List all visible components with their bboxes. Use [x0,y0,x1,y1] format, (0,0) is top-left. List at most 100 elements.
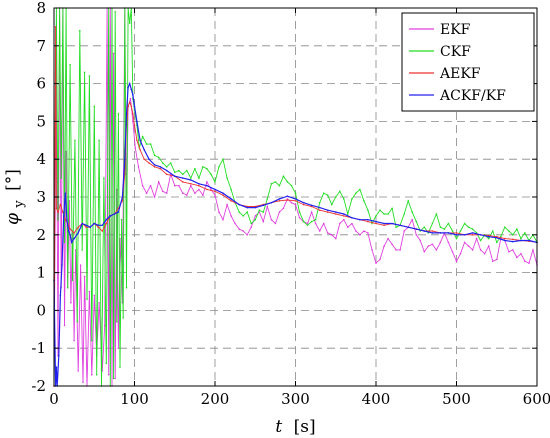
data-point-ckf [230,188,232,191]
x-tick-label: 100 [120,390,149,408]
data-point-aekf [73,232,75,234]
data-point-ckf [339,190,341,193]
data-point-ekf [375,262,377,264]
y-tick-label: 0 [36,301,46,319]
x-tick-label: 200 [201,390,230,408]
data-point-ekf [282,207,285,210]
data-point-ckf [88,75,91,77]
x-axis-ticks: 0 100 200 300 400 500 600 [49,8,550,408]
data-point-ackf-kf [407,226,410,228]
data-point-ackf-kf [375,220,377,223]
data-point-ckf [165,166,168,168]
data-point-ackf-kf [124,158,126,160]
data-point-ckf [119,366,121,368]
y-tick-label: 3 [36,188,46,206]
data-point-ckf [367,209,369,211]
data-point-ekf [266,205,269,208]
data-point-ekf [403,230,406,232]
data-point-ekf [491,260,494,263]
data-point-ekf [330,234,333,236]
y-axis-label: φ y [°] [3,169,28,225]
data-point-ckf [57,218,59,221]
data-point-ekf [218,211,220,213]
legend: EKF CKF AEKF ACKF/KF [401,12,535,112]
data-point-aekf [294,200,297,202]
data-point-ackf-kf [471,232,474,234]
data-point-aekf [198,184,200,187]
data-point-ekf [298,217,301,219]
data-point-aekf [127,105,129,108]
data-point-ekf [222,218,224,221]
data-point-ekf [149,184,152,187]
data-point-aekf [55,207,58,210]
data-point-aekf [101,230,104,232]
data-point-aekf [431,230,434,232]
data-point-ckf [258,209,261,211]
data-point-ckf [467,226,470,228]
data-point-ckf [91,339,93,342]
data-point-ekf [471,249,474,251]
data-point-ekf [395,249,397,251]
data-point-ekf [226,203,228,206]
data-point-ckf [459,230,462,232]
data-point-ekf [198,188,200,191]
data-point-ckf [81,249,83,251]
data-point-ckf [122,317,124,319]
data-point-ekf [70,302,72,304]
data-point-ckf [282,175,285,177]
data-point-ackf-kf [520,239,522,242]
data-point-ackf-kf [367,218,369,221]
data-point-ckf [117,113,120,115]
data-point-ekf [274,222,277,225]
data-point-aekf [375,222,377,225]
data-point-ekf [483,252,486,255]
y-tick-label: 6 [36,75,46,93]
data-point-ckf [74,139,76,142]
data-point-ckf [161,162,164,164]
data-point-aekf [335,213,337,215]
data-point-ckf [487,237,490,240]
data-point-ackf-kf [105,218,108,221]
data-point-ekf [367,232,369,234]
data-point-ekf [355,230,357,232]
data-point-ekf [63,324,66,327]
data-point-aekf [97,226,100,228]
data-point-aekf [105,222,108,225]
data-point-ckf [71,279,74,282]
data-point-ekf [262,220,265,223]
data-point-ackf-kf [81,222,83,225]
data-point-ackf-kf [174,175,176,177]
data-point-ekf [318,230,321,232]
data-point-ckf [363,200,365,202]
y-tick-label: -1 [31,339,46,357]
x-tick-label: 600 [523,390,550,408]
data-point-ckf [524,232,526,234]
data-point-ackf-kf [117,211,120,213]
x-tick-label: 500 [442,390,471,408]
data-point-ekf [114,377,116,380]
data-point-aekf [159,167,162,170]
y-tick-label: 5 [36,112,46,130]
data-point-aekf [326,211,329,213]
data-point-ackf-kf [254,206,257,209]
data-point-ackf-kf [447,232,450,234]
data-point-ckf [479,239,482,242]
data-point-ekf [528,262,530,264]
data-point-ackf-kf [512,240,514,243]
data-point-ekf [165,192,168,194]
data-point-ekf [326,232,329,234]
data-point-ekf [455,260,458,263]
data-point-ackf-kf [343,213,345,215]
data-point-ackf-kf [423,230,426,232]
data-point-ackf-kf [230,198,232,200]
data-point-ekf [153,196,156,198]
grid-lines [54,8,537,386]
data-point-ckf [149,143,152,145]
data-point-ekf [98,302,100,304]
data-point-ackf-kf [359,218,361,221]
data-point-ckf [443,228,446,230]
data-point-ackf-kf [415,228,418,230]
data-point-ackf-kf [58,355,60,357]
data-point-ekf [112,52,115,55]
